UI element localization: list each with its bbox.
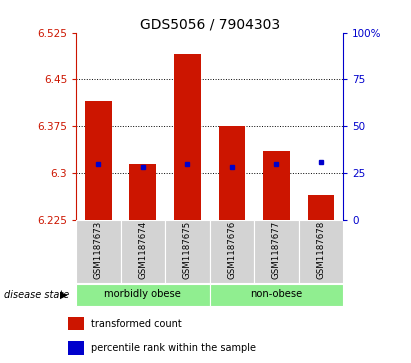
- Text: GSM1187674: GSM1187674: [139, 221, 147, 279]
- Bar: [76, 220, 120, 283]
- Text: non-obese: non-obese: [250, 289, 302, 299]
- Bar: [76, 284, 210, 306]
- Bar: [254, 220, 299, 283]
- Bar: [174, 54, 201, 220]
- Text: percentile rank within the sample: percentile rank within the sample: [91, 343, 256, 353]
- Bar: [299, 220, 343, 283]
- Bar: [68, 317, 84, 330]
- Bar: [219, 126, 245, 220]
- Bar: [263, 151, 290, 220]
- Text: GSM1187673: GSM1187673: [94, 221, 103, 279]
- Bar: [68, 342, 84, 355]
- Text: ▶: ▶: [60, 290, 67, 300]
- Text: transformed count: transformed count: [91, 318, 182, 329]
- Title: GDS5056 / 7904303: GDS5056 / 7904303: [140, 17, 279, 32]
- Bar: [210, 220, 254, 283]
- Bar: [85, 101, 112, 220]
- Text: GSM1187677: GSM1187677: [272, 221, 281, 279]
- Text: disease state: disease state: [4, 290, 69, 300]
- Bar: [165, 220, 210, 283]
- Bar: [120, 220, 165, 283]
- Text: morbidly obese: morbidly obese: [104, 289, 181, 299]
- Text: GSM1187675: GSM1187675: [183, 221, 192, 279]
- Text: GSM1187676: GSM1187676: [227, 221, 236, 279]
- Text: GSM1187678: GSM1187678: [316, 221, 326, 279]
- Bar: [210, 284, 343, 306]
- Bar: [129, 163, 156, 220]
- Bar: [307, 195, 334, 220]
